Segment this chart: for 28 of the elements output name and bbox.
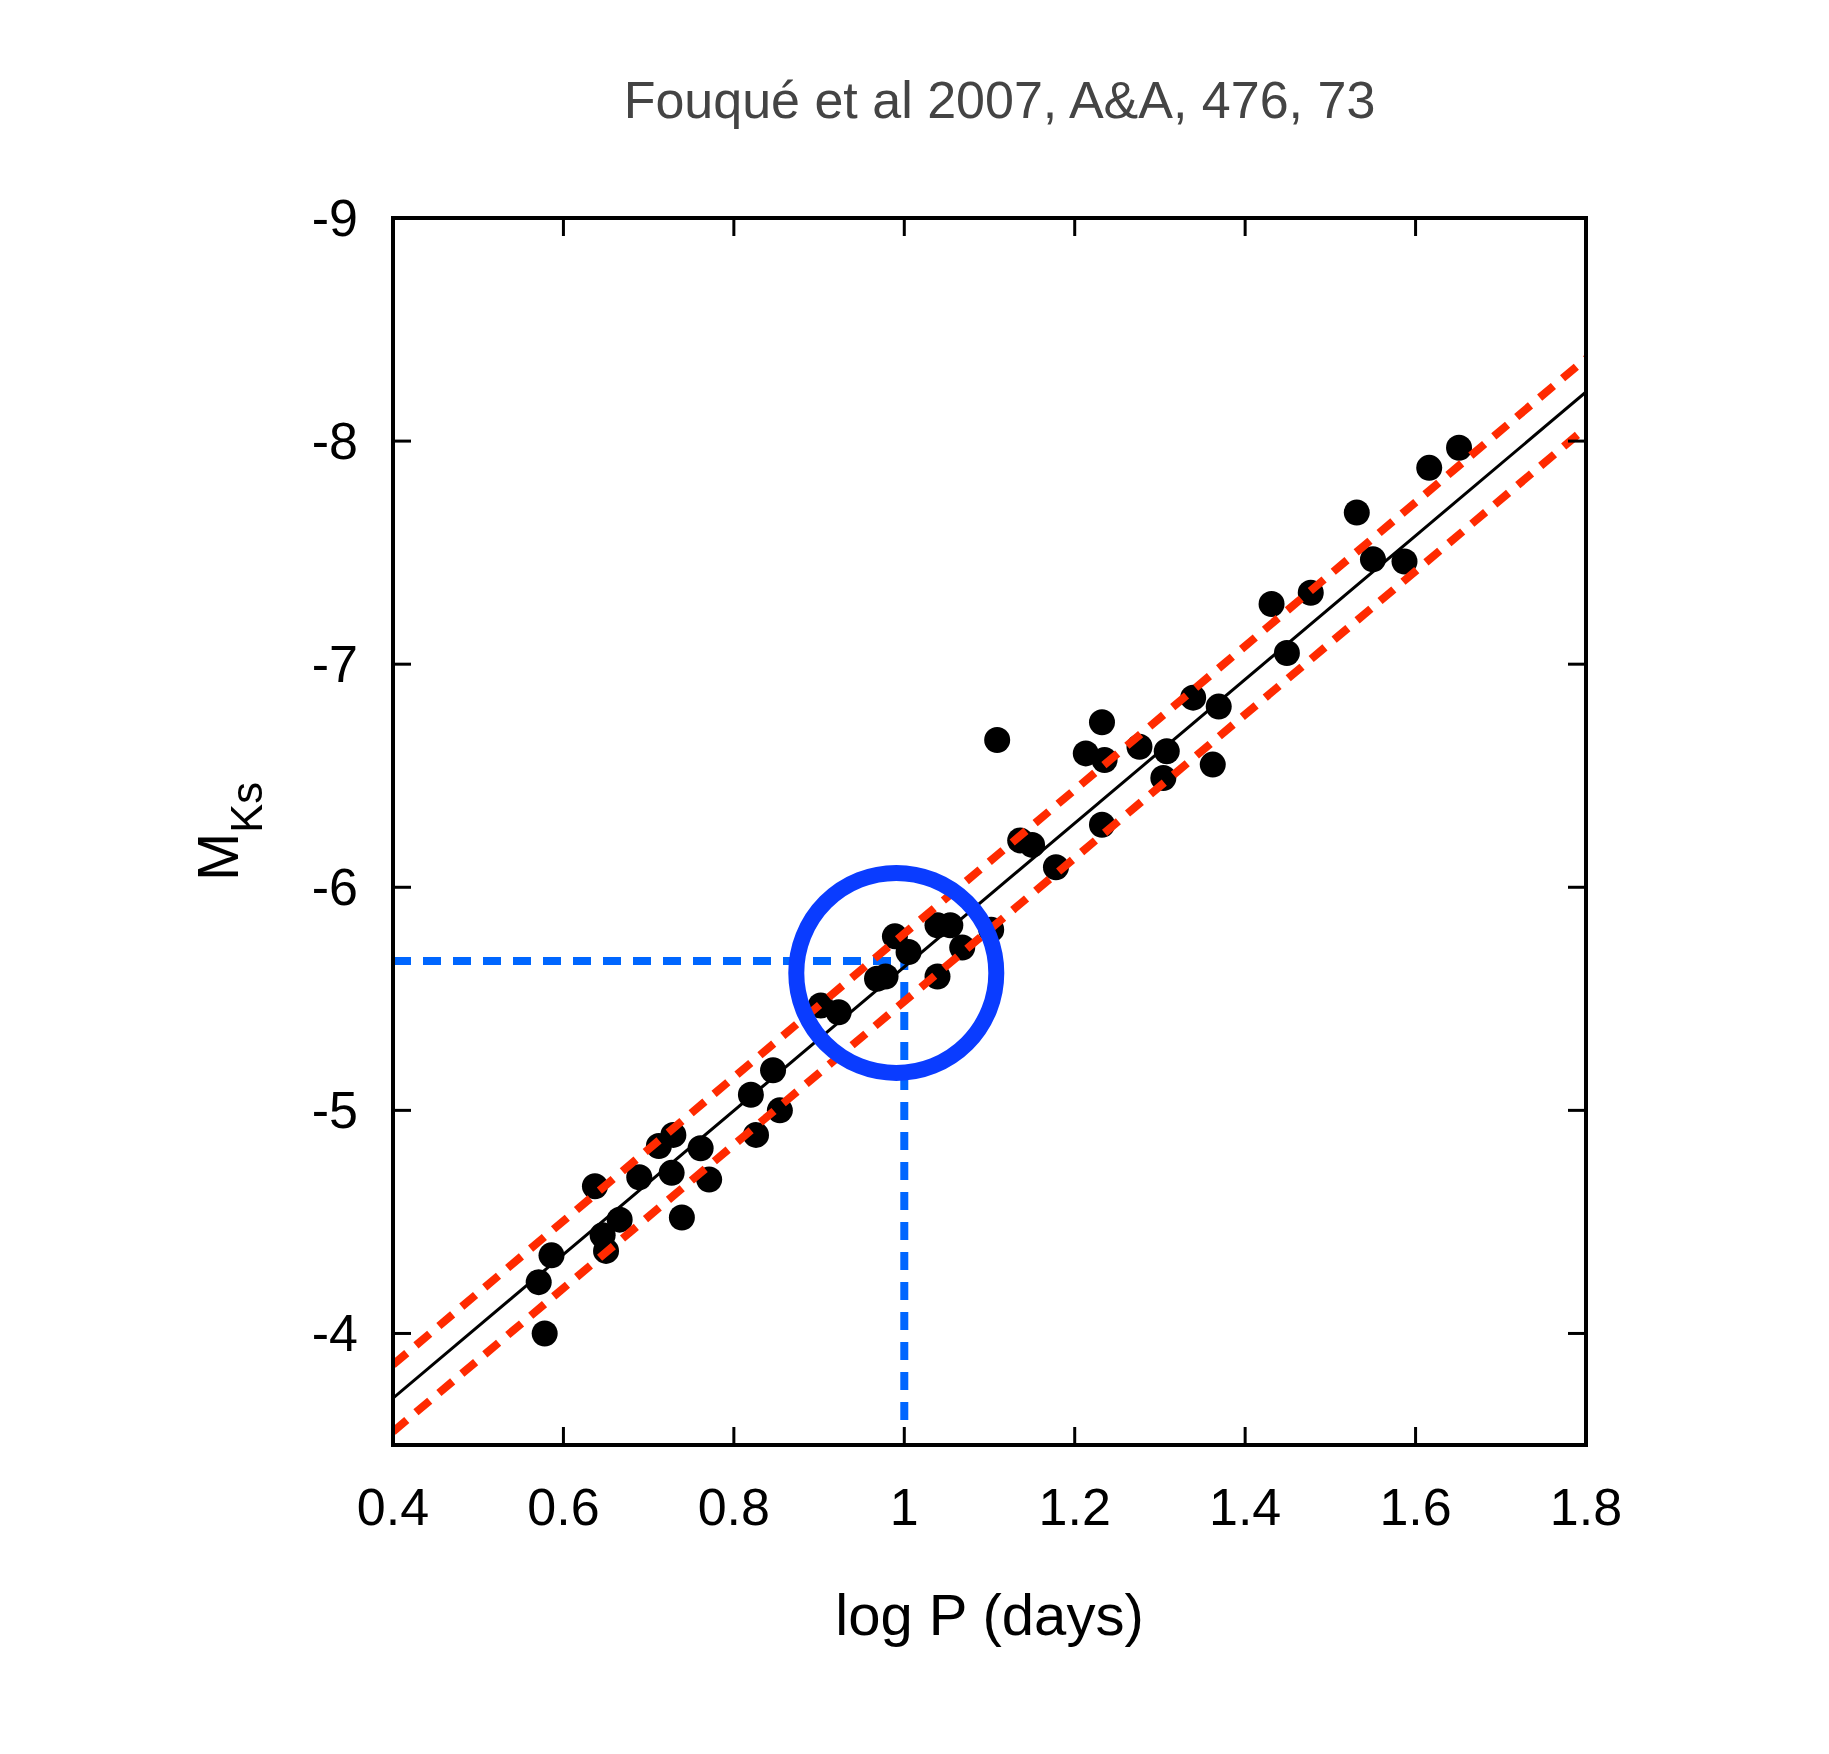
x-tick-label: 0.4: [356, 1478, 430, 1536]
y-tick-label: -8: [311, 412, 358, 471]
x-tick-label: 1.4: [1208, 1478, 1282, 1536]
x-tick-label: 0.6: [527, 1478, 600, 1536]
point: [1199, 751, 1226, 778]
point: [531, 1320, 558, 1347]
point: [1088, 709, 1115, 736]
point: [1343, 499, 1370, 526]
point: [606, 1206, 633, 1233]
y-tick-label: -7: [311, 635, 358, 694]
point: [1258, 590, 1285, 617]
x-tick-label: 1.8: [1549, 1478, 1623, 1536]
point: [626, 1164, 653, 1191]
y-tick-label: -6: [311, 858, 358, 917]
chart-title: Fouqué et al 2007, A&A, 476, 73: [623, 71, 1376, 129]
y-tick-label: -4: [311, 1304, 358, 1363]
y-tick-label: -5: [311, 1081, 358, 1140]
y-tick-label: -9: [311, 189, 358, 247]
point: [1416, 454, 1443, 481]
point: [984, 727, 1011, 754]
point: [1391, 548, 1418, 575]
x-tick-label: 1.6: [1379, 1478, 1452, 1536]
x-tick-label: 1.2: [1038, 1478, 1111, 1536]
point: [668, 1204, 695, 1231]
x-tick-label: 1: [889, 1478, 919, 1536]
point: [1446, 434, 1473, 461]
x-axis-title: log P (days): [835, 1582, 1144, 1647]
x-tick-label: 0.8: [697, 1478, 771, 1536]
